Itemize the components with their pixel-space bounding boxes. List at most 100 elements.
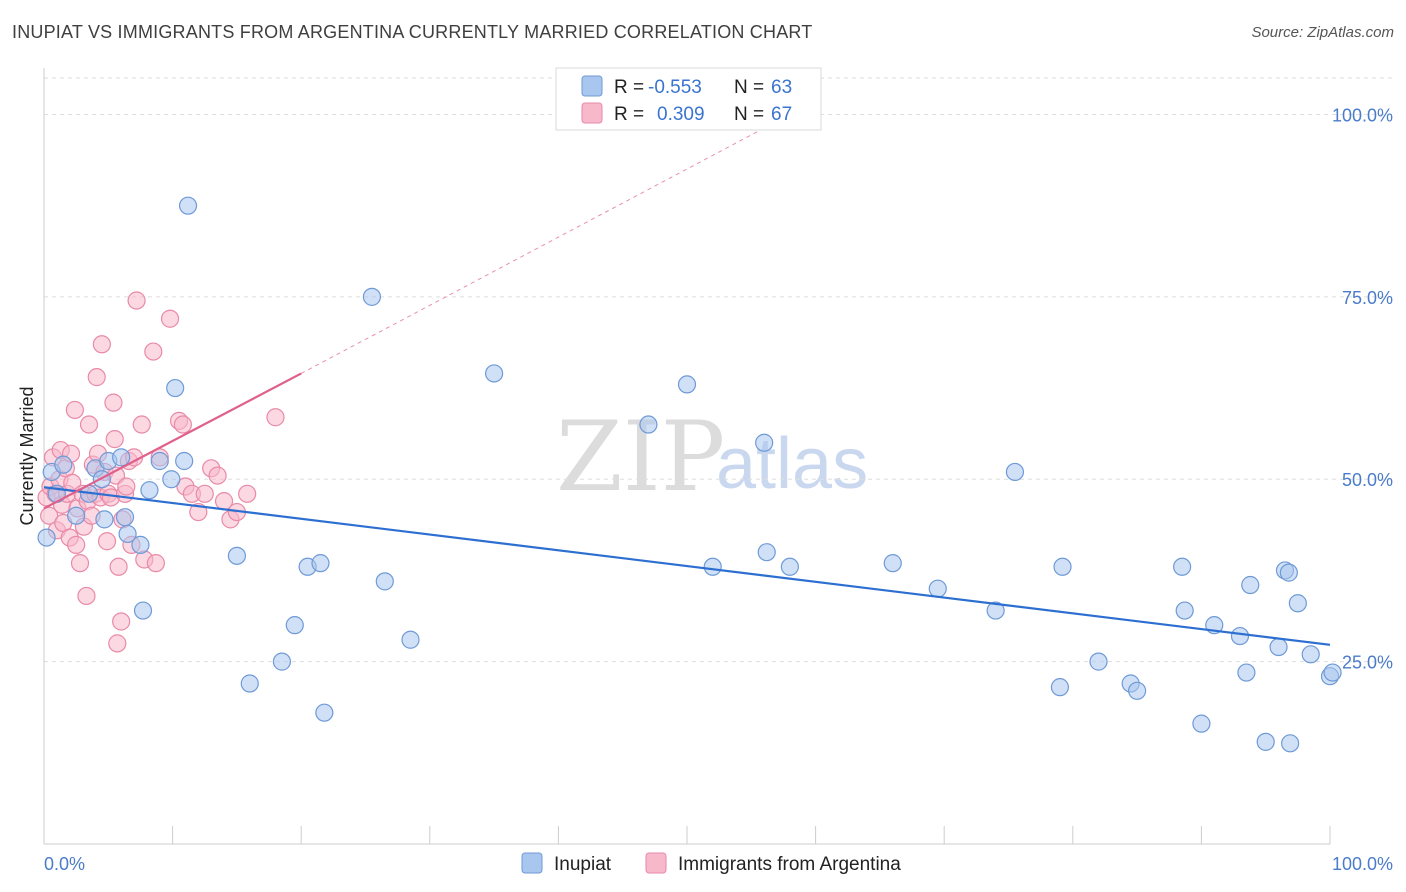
inupiat-point: [285, 616, 304, 635]
inupiat-point: [118, 524, 137, 544]
inupiat-point: [375, 572, 394, 591]
argentina-point: [109, 557, 128, 576]
argentina-point: [160, 309, 180, 328]
argentina-point: [79, 415, 99, 434]
inupiat-point: [131, 535, 150, 554]
inupiat-point: [401, 630, 420, 649]
argentina-point: [144, 342, 163, 361]
argentina-point: [238, 484, 257, 503]
inupiat-point: [755, 433, 774, 452]
inupiat-point: [1241, 575, 1260, 595]
inupiat-point: [175, 451, 194, 471]
argentina-point: [195, 484, 214, 503]
inupiat-point: [115, 508, 135, 527]
inupiat-point: [178, 196, 198, 215]
y-axis-title: Currently Married: [17, 386, 37, 525]
legend-r-label-argentina: R =: [614, 104, 644, 125]
inupiat-point: [362, 287, 382, 306]
inupiat-point: [1050, 678, 1070, 697]
inupiat-point: [1288, 594, 1307, 613]
legend-swatch-argentina: [581, 102, 603, 124]
source-label: Source: ZipAtlas.com: [1251, 24, 1394, 41]
inupiat-point: [1127, 681, 1147, 700]
argentina-point: [105, 430, 124, 449]
inupiat-point: [315, 703, 334, 722]
inupiat-point: [1175, 601, 1194, 620]
inupiat-point: [95, 510, 114, 529]
y-tick-label: 100.0%: [1332, 105, 1393, 125]
gridlines: [44, 77, 1393, 663]
argentina-trend-extension: [300, 114, 791, 374]
inupiat-point: [757, 543, 776, 562]
legend-n-label-argentina: N =: [734, 104, 764, 125]
bottom-legend-swatch-argentina: [645, 852, 667, 874]
inupiat-point: [112, 448, 131, 467]
legend-r-value-inupiat: -0.553: [648, 77, 702, 98]
watermark: ZIP atlas: [556, 401, 868, 513]
inupiat-point: [1301, 645, 1320, 664]
argentina-point: [92, 335, 111, 354]
argentina-point: [104, 393, 123, 412]
inupiat-point: [240, 674, 259, 693]
y-tick-label: 75.0%: [1342, 288, 1393, 308]
inupiat-point: [1089, 652, 1108, 671]
y-tick-label: 25.0%: [1342, 653, 1393, 673]
inupiat-point: [54, 455, 73, 474]
y-tick-labels: 100.0% 75.0% 50.0% 25.0%: [1332, 105, 1393, 672]
bottom-legend-label-inupiat: Inupiat: [554, 854, 612, 875]
inupiat-point: [1173, 557, 1192, 576]
inupiat-point: [1269, 637, 1288, 657]
legend-n-value-inupiat: 63: [771, 77, 792, 98]
argentina-point: [146, 554, 165, 573]
stats-legend: R = -0.553 N = 63 R = 0.309 N = 67: [555, 67, 822, 131]
legend-r-value-argentina: 0.309: [657, 104, 705, 125]
inupiat-point: [639, 415, 658, 434]
x-tick-label-max: 100.0%: [1332, 854, 1393, 874]
inupiat-point: [133, 601, 153, 620]
argentina-point: [208, 466, 227, 485]
inupiat-point: [1192, 714, 1211, 733]
legend-swatch-inupiat: [581, 75, 603, 97]
bottom-legend-swatch-inupiat: [521, 852, 543, 874]
series-legend: Inupiat Immigrants from Argentina: [521, 852, 901, 875]
y-tick-label: 50.0%: [1342, 470, 1393, 490]
inupiat-point: [150, 451, 169, 471]
argentina-point: [189, 502, 208, 522]
argentina-point: [87, 368, 106, 387]
bottom-legend-label-argentina: Immigrants from Argentina: [678, 854, 901, 875]
watermark-zip: ZIP: [556, 401, 725, 513]
inupiat-point: [166, 378, 185, 398]
inupiat-point: [1053, 557, 1072, 576]
inupiat-point: [928, 579, 947, 598]
argentina-point: [127, 291, 146, 310]
legend-n-value-argentina: 67: [771, 104, 792, 125]
argentina-point: [132, 415, 151, 434]
inupiat-point: [67, 506, 86, 525]
argentina-point: [266, 408, 285, 427]
inupiat-point: [1237, 663, 1256, 682]
inupiat-point: [162, 470, 181, 489]
x-tick-label-min: 0.0%: [44, 854, 85, 874]
inupiat-point: [986, 601, 1005, 620]
legend-r-label-inupiat: R =: [614, 77, 644, 98]
argentina-point: [97, 532, 117, 551]
inupiat-point: [485, 364, 504, 383]
argentina-point: [108, 634, 127, 653]
watermark-atlas: atlas: [716, 424, 868, 504]
chart-title: INUPIAT VS IMMIGRANTS FROM ARGENTINA CUR…: [12, 22, 813, 42]
inupiat-point: [140, 481, 159, 500]
inupiat-point: [1279, 563, 1298, 582]
trend-lines: [43, 114, 1331, 646]
argentina-point: [77, 586, 96, 606]
argentina-point: [40, 506, 59, 525]
argentina-point: [65, 400, 84, 420]
inupiat-trend-line: [43, 486, 1331, 646]
inupiat-point: [883, 554, 902, 573]
inupiat-point: [311, 554, 330, 573]
inupiat-point: [37, 528, 56, 547]
inupiat-point: [780, 557, 799, 576]
argentina-point: [112, 612, 131, 631]
inupiat-point: [1230, 626, 1250, 646]
inupiat-point: [1281, 734, 1300, 753]
